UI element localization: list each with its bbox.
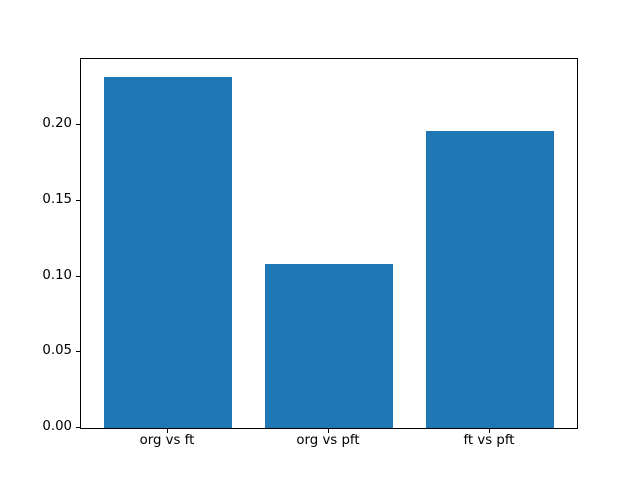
bar-ft-vs-pft: [425, 131, 555, 428]
bar-org-vs-pft: [264, 264, 394, 428]
y-tick-label: 0.05: [42, 343, 72, 359]
x-tick-mark: [167, 429, 168, 433]
y-tick-mark: [76, 199, 80, 201]
y-tick-mark: [76, 427, 80, 428]
plot-area: [80, 58, 578, 429]
x-tick-mark: [328, 429, 329, 433]
y-tick-label: 0.15: [42, 191, 72, 207]
x-tick-mark: [489, 429, 490, 433]
x-tick-label: ft vs pft: [463, 433, 515, 448]
y-tick-label: 0.10: [42, 267, 72, 283]
y-tick-mark: [76, 275, 80, 277]
y-tick-label: 0.00: [42, 419, 72, 434]
y-tick-label: 0.20: [42, 116, 72, 131]
x-tick-label: org vs ft: [139, 433, 195, 448]
y-tick-mark: [76, 124, 80, 125]
bar-org-vs-ft: [103, 76, 233, 428]
x-tick-label: org vs pft: [296, 433, 360, 448]
y-tick-mark: [76, 351, 80, 353]
